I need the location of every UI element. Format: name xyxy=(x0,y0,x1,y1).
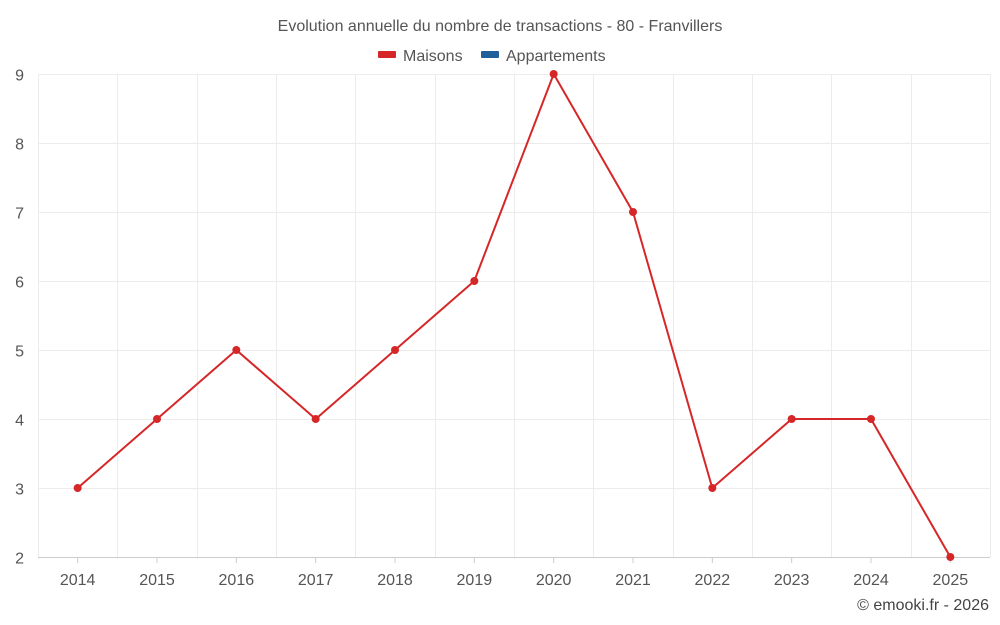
data-point-maisons[interactable] xyxy=(311,415,320,423)
x-tick-label: 2024 xyxy=(853,572,889,589)
x-tick-label: 2017 xyxy=(298,572,334,589)
legend-swatch-maisons xyxy=(378,51,396,58)
series-line-maisons xyxy=(77,73,952,558)
data-point-maisons[interactable] xyxy=(549,70,558,78)
legend: Maisons Appartements xyxy=(378,48,606,65)
data-point-maisons[interactable] xyxy=(73,484,82,492)
y-tick-label: 5 xyxy=(15,344,24,361)
data-point-maisons[interactable] xyxy=(232,346,241,354)
x-tick-label: 2019 xyxy=(457,572,493,589)
x-gridlines xyxy=(38,74,991,557)
x-tick-label: 2022 xyxy=(695,572,731,589)
data-point-maisons[interactable] xyxy=(153,415,161,423)
y-tick-label: 6 xyxy=(15,275,24,292)
x-tick-label: 2025 xyxy=(933,572,969,589)
data-point-maisons[interactable] xyxy=(629,208,637,216)
y-tick-label: 9 xyxy=(15,68,24,85)
data-point-maisons[interactable] xyxy=(946,553,955,561)
legend-label-appartements: Appartements xyxy=(506,48,606,65)
y-tick-label: 7 xyxy=(15,206,24,223)
x-tick-label: 2014 xyxy=(60,572,96,589)
legend-swatch-appartements xyxy=(481,51,499,58)
y-tick-label: 2 xyxy=(15,551,24,568)
legend-item-maisons[interactable]: Maisons xyxy=(378,48,463,65)
data-point-maisons[interactable] xyxy=(470,277,479,285)
x-tick-label: 2021 xyxy=(615,572,651,589)
y-axis-tick-labels: 2 3 4 5 6 7 8 9 xyxy=(15,68,24,568)
data-point-maisons[interactable] xyxy=(867,415,875,423)
x-axis-tick-labels: 2014 2015 2016 2017 2018 2019 2020 2021 2022 2023… xyxy=(60,557,968,589)
x-tick-label: 2018 xyxy=(377,572,413,589)
x-tick-label: 2015 xyxy=(139,572,175,589)
data-point-maisons[interactable] xyxy=(708,484,717,492)
series-layer xyxy=(73,70,955,561)
legend-label-maisons: Maisons xyxy=(403,48,463,65)
y-tick-label: 3 xyxy=(15,482,24,499)
y-tick-label: 8 xyxy=(15,137,24,154)
data-point-maisons[interactable] xyxy=(391,346,399,354)
x-tick-label: 2020 xyxy=(536,572,572,589)
credit-text: © emooki.fr - 2026 xyxy=(857,597,989,614)
legend-item-appartements[interactable]: Appartements xyxy=(481,48,606,65)
x-tick-label: 2023 xyxy=(774,572,810,589)
chart-title: Evolution annuelle du nombre de transact… xyxy=(278,18,723,35)
x-tick-label: 2016 xyxy=(219,572,255,589)
y-tick-label: 4 xyxy=(15,413,24,430)
data-point-maisons[interactable] xyxy=(787,415,796,423)
